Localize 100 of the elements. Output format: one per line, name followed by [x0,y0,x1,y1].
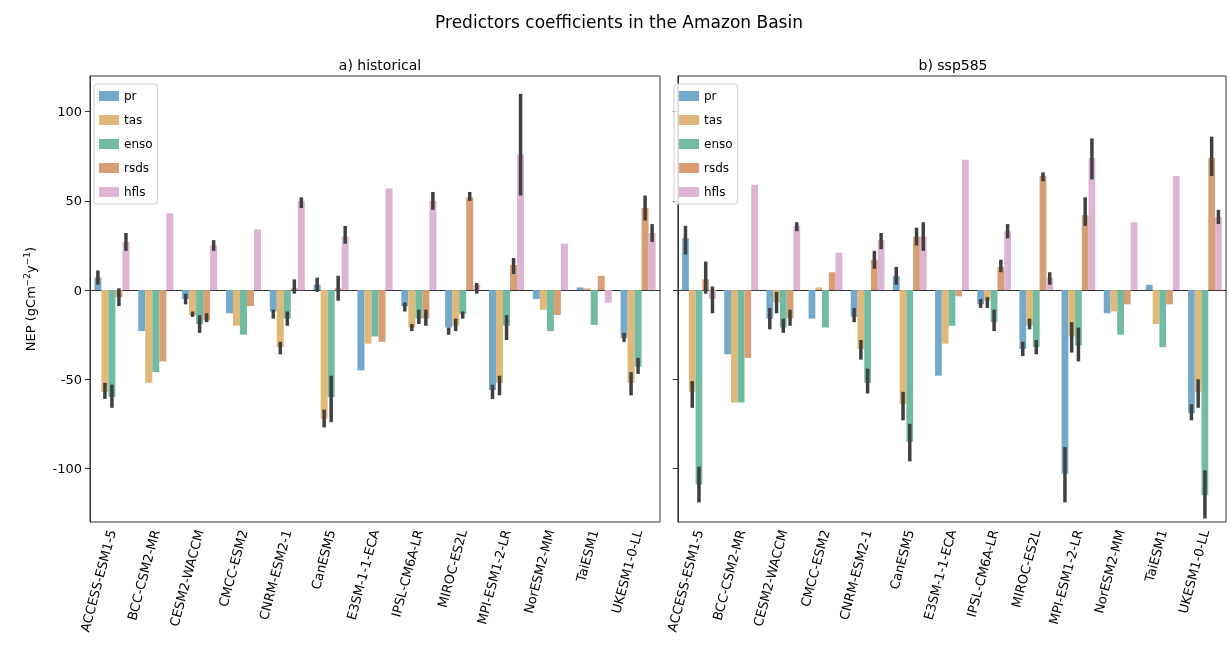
bar [627,290,635,383]
bar [364,290,372,344]
bar [408,290,416,328]
y-tick-label: 100 [57,104,82,120]
legend-label: tas [124,113,143,127]
bar [641,208,649,291]
bar [297,200,305,291]
legend-label: tas [704,113,723,127]
legend-label: pr [124,89,137,103]
bar [1172,175,1180,291]
bar [634,290,642,367]
bar [101,290,109,392]
bar [1194,290,1202,392]
bar [189,290,197,316]
bar [941,290,949,344]
bar [546,290,554,332]
bar [532,290,540,299]
bar [597,275,605,291]
bar [731,290,738,403]
y-tick-label: -100 [52,460,82,476]
bar [857,290,865,349]
legend-label: rsds [704,161,730,175]
bar [935,290,942,376]
bar [737,290,745,403]
chart-subtitle: a) historical [338,57,422,73]
legend-label: hfls [124,185,146,199]
bar [724,290,732,355]
bar [1145,284,1153,291]
bar [108,290,116,398]
chart-title: Predictors coefficients in the Amazon Basin [435,11,803,32]
bar [590,290,598,325]
bar [341,236,349,291]
legend-label: hfls [704,185,726,199]
bar [906,290,914,442]
bar [1208,158,1216,291]
bar [452,290,460,326]
bar [1081,215,1089,291]
legend-label: enso [704,137,733,151]
bar [815,287,823,291]
bar [576,287,584,291]
bar [246,290,254,307]
y-tick-label: 0 [73,282,82,298]
bar [1123,290,1131,305]
bar [269,290,277,312]
bar [1032,290,1040,348]
bar [1159,290,1167,348]
bar [239,290,247,335]
bar [955,290,963,297]
bar [166,213,174,291]
bar [378,290,386,342]
legend-label: enso [124,137,153,151]
bar [539,290,547,310]
bar [429,200,437,291]
bar [688,290,696,392]
bar [210,245,218,291]
y-axis-title: NEP (gCm−2y−1) [21,246,38,352]
bar [793,225,801,291]
bar [822,290,829,328]
chart-subtitle: b) ssp585 [918,57,988,73]
bar [1019,290,1027,349]
y-tick-label: 50 [65,193,82,209]
bar [489,290,497,390]
bar [138,290,146,332]
bar [496,290,504,383]
bar [371,290,379,337]
y-tick-label: -50 [60,371,82,387]
bar [553,290,561,316]
bar [1110,290,1118,312]
bar [253,229,261,291]
bar [1215,216,1222,291]
bar [1026,290,1033,326]
bar [948,290,956,326]
bar [604,290,612,303]
bar [1188,290,1195,414]
bar [320,290,328,419]
bar [808,290,816,319]
bar [385,188,393,291]
legend-label: pr [704,89,717,103]
bar [225,290,233,314]
bar [152,290,160,373]
bar [560,243,568,291]
bar [864,290,871,383]
bar [159,290,167,362]
bar [1004,231,1011,291]
bar [232,290,240,326]
bar [962,159,969,291]
legend-label: rsds [124,161,150,175]
bar [751,184,758,291]
bar [145,290,153,383]
bar [276,290,284,348]
bar [913,236,920,291]
bar [357,290,365,371]
bar [1166,290,1173,305]
bar [466,197,474,291]
bar [648,232,656,291]
bar [1117,290,1124,335]
bar [459,290,467,315]
bar [620,290,628,339]
bar [828,272,836,291]
bar [445,290,453,328]
